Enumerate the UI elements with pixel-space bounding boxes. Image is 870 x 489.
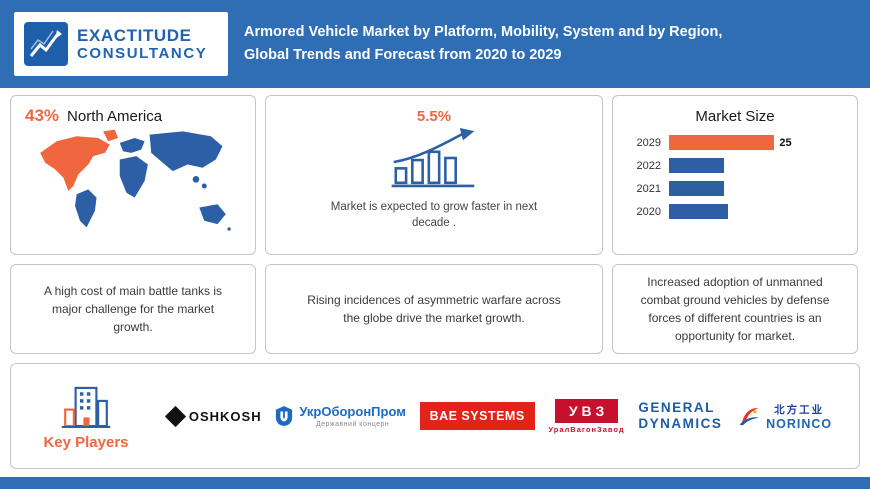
driver-text: Rising incidences of asymmetric warfare … <box>307 293 561 325</box>
market-size-row: 2021 <box>631 181 839 196</box>
growth-chart-icon <box>391 128 475 188</box>
year-label: 2029 <box>636 136 661 149</box>
bar-track <box>669 204 839 219</box>
key-players-title: Key Players <box>43 433 129 451</box>
year-label: 2022 <box>636 159 661 172</box>
uvz-tagline: УралВагонЗавод <box>548 424 625 434</box>
general-dynamics-line2: DYNAMICS <box>638 415 723 431</box>
bae-systems-wordmark: BAE SYSTEMS <box>419 402 535 430</box>
region-share-heading: 43% North America <box>11 96 255 128</box>
general-dynamics-line1: GENERAL <box>638 399 715 415</box>
bar-2020 <box>669 204 729 219</box>
report-title-line1: Armored Vehicle Market by Platform, Mobi… <box>244 23 723 40</box>
logo-uralvagonzavod: УВЗ УралВагонЗавод <box>548 398 625 434</box>
year-label: 2020 <box>636 205 661 218</box>
year-label: 2021 <box>636 182 661 195</box>
market-size-row: 2029 25 <box>631 135 839 150</box>
building-icon <box>61 386 111 428</box>
challenge-card: A high cost of main battle tanks is majo… <box>10 264 256 354</box>
bar-value: 25 <box>779 136 792 149</box>
exactitude-logo-icon <box>24 22 68 66</box>
company-name-line2: CONSULTANCY <box>77 45 208 63</box>
oshkosh-wordmark: OSHKOSH <box>188 408 262 424</box>
stats-grid: 43% North America 5.5% <box>0 88 870 354</box>
footer-bar <box>0 477 870 489</box>
region-share-percent: 43% <box>25 106 60 125</box>
logo-oshkosh: OSHKOSH <box>164 405 262 427</box>
growth-caption: Market is expected to grow faster in nex… <box>330 201 538 230</box>
bar-2022 <box>669 158 724 173</box>
market-size-row: 2020 <box>631 204 839 219</box>
norinco-chinese-name: 北方工业 <box>774 403 825 416</box>
bar-track <box>669 158 839 173</box>
company-wordmark: EXACTITUDE CONSULTANCY <box>77 26 207 63</box>
oshkosh-diamond-icon <box>164 405 186 427</box>
header-banner: EXACTITUDE CONSULTANCY Armored Vehicle M… <box>0 0 870 88</box>
market-size-card: Market Size 2029 25 2022 2021 2020 <box>612 95 858 255</box>
bar-2021 <box>669 181 724 196</box>
logo-bae-systems: BAE SYSTEMS <box>419 402 535 430</box>
company-logo: EXACTITUDE CONSULTANCY <box>14 12 228 76</box>
bar-2029 <box>669 135 775 150</box>
growth-rate-card: 5.5% Market is expected to grow faster i… <box>265 95 603 255</box>
challenge-text: A high cost of main battle tanks is majo… <box>43 284 223 334</box>
bar-track: 25 <box>669 135 839 150</box>
growth-rate-percent: 5.5% <box>416 108 452 125</box>
world-map <box>40 129 231 231</box>
logo-general-dynamics: GENERAL DYNAMICS <box>638 399 723 432</box>
report-title-line2: Global Trends and Forecast from 2020 to … <box>244 47 562 63</box>
bar-track <box>669 181 839 196</box>
report-title: Armored Vehicle Market by Platform, Mobi… <box>244 21 722 67</box>
market-size-chart: 2029 25 2022 2021 2020 <box>631 135 839 219</box>
norinco-english-name: NORINCO <box>766 416 833 431</box>
company-name-line1: EXACTITUDE <box>77 25 192 45</box>
key-players-heading: Key Players <box>11 382 161 451</box>
region-share-label: North America <box>67 108 163 125</box>
uvz-wordmark: УВЗ <box>554 398 619 423</box>
ukroboronprom-tagline: Державний концерн <box>315 421 390 428</box>
region-share-card: 43% North America <box>10 95 256 255</box>
key-players-card: Key Players OSHKOSH УкрОборонПром Держав… <box>10 363 860 469</box>
logo-ukroboronprom: УкрОборонПром Державний концерн <box>275 404 406 428</box>
key-players-logos: OSHKOSH УкрОборонПром Державний концерн … <box>161 398 859 434</box>
ukroboronprom-name: УкрОборонПром <box>299 404 406 419</box>
market-size-title: Market Size <box>695 108 775 125</box>
driver-card: Rising incidences of asymmetric warfare … <box>265 264 603 354</box>
market-size-row: 2022 <box>631 158 839 173</box>
norinco-wordmark: 北方工业 NORINCO <box>766 402 832 431</box>
ukroboronprom-shield-icon <box>276 406 293 426</box>
norinco-emblem-icon <box>739 408 760 426</box>
opportunity-text: Increased adoption of unmanned combat gr… <box>640 275 830 343</box>
ukroboronprom-wordmark: УкрОборонПром Державний концерн <box>299 404 406 428</box>
logo-norinco: 北方工业 NORINCO <box>736 402 832 431</box>
opportunity-card: Increased adoption of unmanned combat gr… <box>612 264 858 354</box>
